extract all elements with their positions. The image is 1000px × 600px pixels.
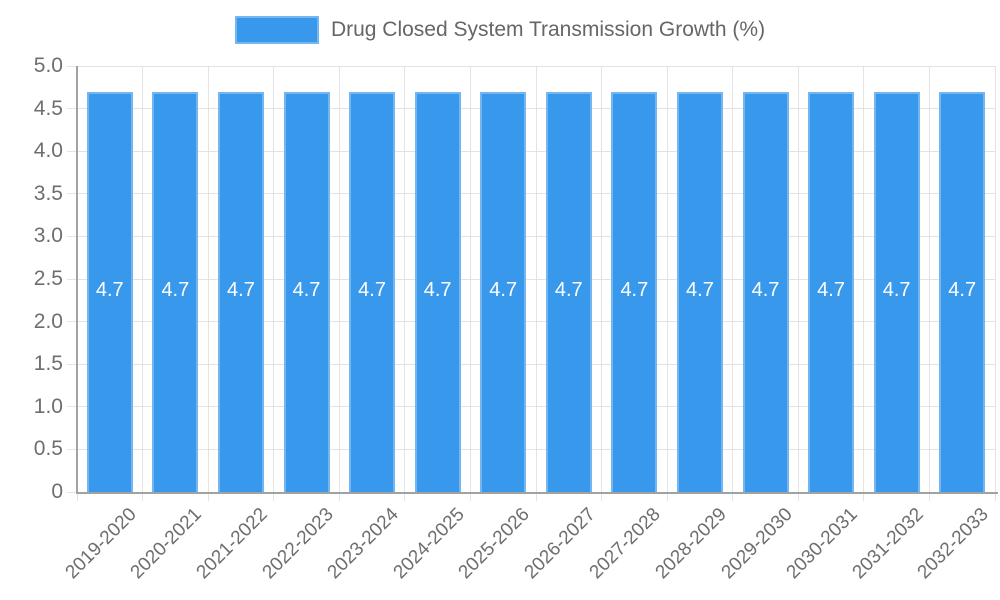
y-tick [67,65,76,67]
bar[interactable] [480,91,527,492]
x-tick-label: 2025-2026 [454,504,535,584]
y-tick [67,363,76,365]
x-tick [404,494,406,501]
x-gridline [273,66,275,492]
x-tick [666,494,668,501]
x-tick [469,494,471,501]
bar-value-label: 4.7 [161,278,190,301]
bar-value-label: 4.7 [292,278,321,301]
bar[interactable] [414,91,461,492]
y-tick [67,193,76,195]
bar[interactable] [545,91,592,492]
x-gridline [338,66,340,492]
y-tick [67,406,76,408]
x-gridline [601,66,603,492]
x-tick [76,494,78,501]
x-gridline [928,66,930,492]
y-tick-label: 0 [51,480,63,503]
x-tick [601,494,603,501]
x-gridline [535,66,537,492]
y-tick-label: 4.0 [33,139,63,163]
y-axis-line [76,66,78,492]
x-tick-label: 2029-2030 [717,504,797,584]
y-tick-label: 3.5 [33,181,63,205]
x-gridline [732,66,734,492]
x-tick [732,494,734,501]
bar[interactable] [939,91,986,492]
x-tick-label: 2021-2022 [192,504,272,584]
x-tick [797,494,799,501]
x-tick [207,494,209,501]
bar-value-label: 4.7 [423,278,452,301]
bar-value-label: 4.7 [751,278,780,301]
x-gridline [994,66,996,492]
x-tick [273,494,275,501]
bar-value-label: 4.7 [686,278,714,301]
bar-value-label: 4.7 [358,278,386,301]
bar-value-label: 4.7 [620,278,649,301]
y-tick-label: 1.5 [33,352,63,376]
bar[interactable] [676,91,723,492]
legend-label: Drug Closed System Transmission Growth (… [330,18,766,42]
bar-value-label: 4.7 [95,278,124,301]
y-tick [67,321,76,323]
legend-swatch [234,16,319,44]
bar[interactable] [152,91,199,492]
y-tick-label: 4.5 [33,96,63,120]
x-tick-label: 2020-2021 [127,504,207,584]
bar-value-label: 4.7 [817,278,845,301]
plot-area: 0 0.5 1.0 1.5 2.0 2.5 3.0 3.5 4.0 4.5 5.0 4.7 2019-2… [34,54,998,583]
bar-value-label: 4.7 [554,278,583,301]
x-gridline [207,66,209,492]
bar-value-label: 4.7 [948,278,977,301]
y-tick [67,448,76,450]
y-tick [67,491,76,493]
x-axis-line [76,492,998,494]
x-tick [338,494,340,501]
bar[interactable] [742,91,789,492]
x-tick-label: 2032-2033 [913,504,994,584]
bar[interactable] [86,91,133,492]
bar[interactable] [808,91,855,492]
y-tick-label: 5.0 [33,54,63,77]
bar-value-label: 4.7 [882,278,911,301]
y-tick-label: 2.0 [33,309,63,333]
y-tick [67,108,76,110]
x-gridline [863,66,865,492]
x-gridline [404,66,406,492]
y-tick [67,150,76,152]
x-tick-label: 2028-2029 [651,504,731,584]
y-tick-label: 3.0 [33,224,63,248]
bar[interactable] [873,91,920,492]
x-tick-label: 2027-2028 [586,504,666,584]
y-tick-label: 1.0 [33,394,63,418]
y-tick-label: 0.5 [33,437,63,461]
bar-value-label: 4.7 [227,278,255,301]
bar-value-label: 4.7 [489,278,518,301]
chart-legend[interactable]: Drug Closed System Transmission Growth (… [0,16,1000,44]
y-tick [67,235,76,237]
x-gridline [142,66,144,492]
x-tick [535,494,537,501]
x-tick-label: 2022-2023 [258,504,338,584]
bar[interactable] [349,91,396,492]
x-gridline [469,66,471,492]
bar[interactable] [217,91,264,492]
x-gridline [666,66,668,492]
y-tick-label: 2.5 [33,267,63,290]
bar[interactable] [283,91,330,492]
bar[interactable] [611,91,658,492]
x-tick [142,494,144,501]
x-tick [928,494,930,501]
x-tick [863,494,865,501]
y-tick [67,278,76,280]
x-tick [994,494,996,501]
x-gridline [797,66,799,492]
